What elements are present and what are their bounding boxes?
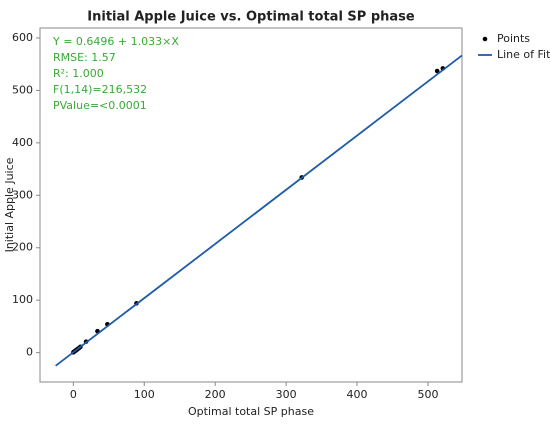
legend-marker [482, 36, 488, 42]
x-axis-label: Optimal total SP phase [188, 405, 314, 418]
legend-label: Points [497, 32, 530, 45]
plot-frame [39, 27, 463, 383]
x-tick-label: 0 [70, 388, 77, 401]
y-tick-label: 100 [12, 293, 33, 306]
y-tick-label: 200 [12, 241, 33, 254]
annotation: F(1,14)=216,532 [53, 83, 147, 96]
y-tick-label: 500 [12, 83, 33, 96]
fit-line [55, 54, 463, 367]
y-tick-label: 300 [12, 188, 33, 201]
y-tick-label: 0 [26, 346, 33, 359]
point [434, 68, 440, 74]
chart-title: Initial Apple Juice vs. Optimal total SP… [87, 10, 415, 25]
x-tick-label: 400 [347, 388, 368, 401]
y-tick-label: 600 [12, 31, 33, 44]
x-tick-label: 100 [134, 388, 155, 401]
legend-label: Line of Fit [497, 48, 550, 61]
annotation: R²: 1.000 [53, 67, 104, 80]
y-axis-label: Initial Apple Juice [3, 157, 16, 252]
annotation: RMSE: 1.57 [53, 51, 116, 64]
annotation: Y = 0.6496 + 1.033×X [52, 35, 179, 48]
y-tick-label: 400 [12, 136, 33, 149]
x-tick-label: 200 [205, 388, 226, 401]
annotation: PValue=<0.0001 [53, 99, 147, 112]
x-tick-label: 300 [276, 388, 297, 401]
x-tick-label: 500 [417, 388, 438, 401]
